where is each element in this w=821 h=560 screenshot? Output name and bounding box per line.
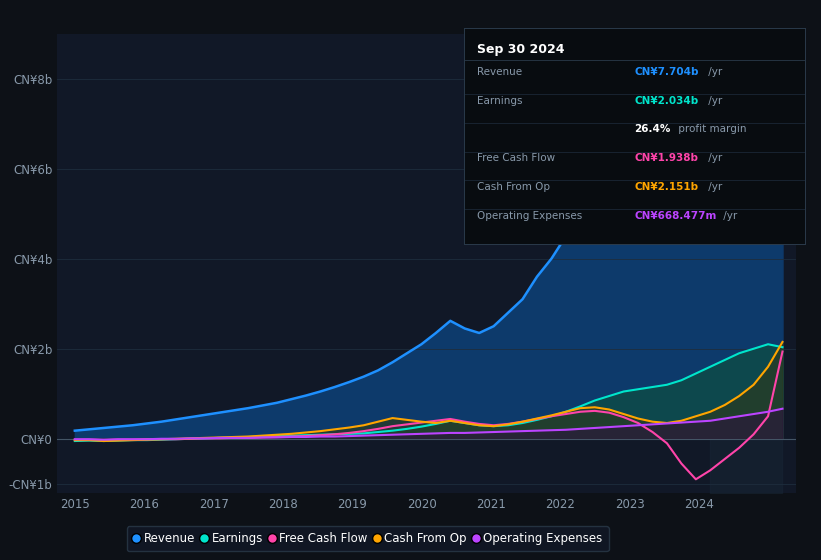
Text: CN¥668.477m: CN¥668.477m	[635, 211, 717, 221]
Text: /yr: /yr	[705, 96, 722, 105]
Text: CN¥7.704b: CN¥7.704b	[635, 67, 699, 77]
Text: profit margin: profit margin	[675, 124, 746, 134]
Text: CN¥1.938b: CN¥1.938b	[635, 153, 698, 163]
Text: Revenue: Revenue	[478, 67, 523, 77]
Text: Sep 30 2024: Sep 30 2024	[478, 43, 565, 56]
Text: /yr: /yr	[705, 67, 722, 77]
Text: Free Cash Flow: Free Cash Flow	[478, 153, 556, 163]
Legend: Revenue, Earnings, Free Cash Flow, Cash From Op, Operating Expenses: Revenue, Earnings, Free Cash Flow, Cash …	[127, 526, 608, 551]
Text: /yr: /yr	[705, 182, 722, 192]
Text: /yr: /yr	[720, 211, 737, 221]
Text: /yr: /yr	[705, 153, 722, 163]
Text: Earnings: Earnings	[478, 96, 523, 105]
Text: CN¥2.034b: CN¥2.034b	[635, 96, 699, 105]
Text: CN¥2.151b: CN¥2.151b	[635, 182, 699, 192]
Text: 26.4%: 26.4%	[635, 124, 671, 134]
Text: Cash From Op: Cash From Op	[478, 182, 551, 192]
Text: Operating Expenses: Operating Expenses	[478, 211, 583, 221]
